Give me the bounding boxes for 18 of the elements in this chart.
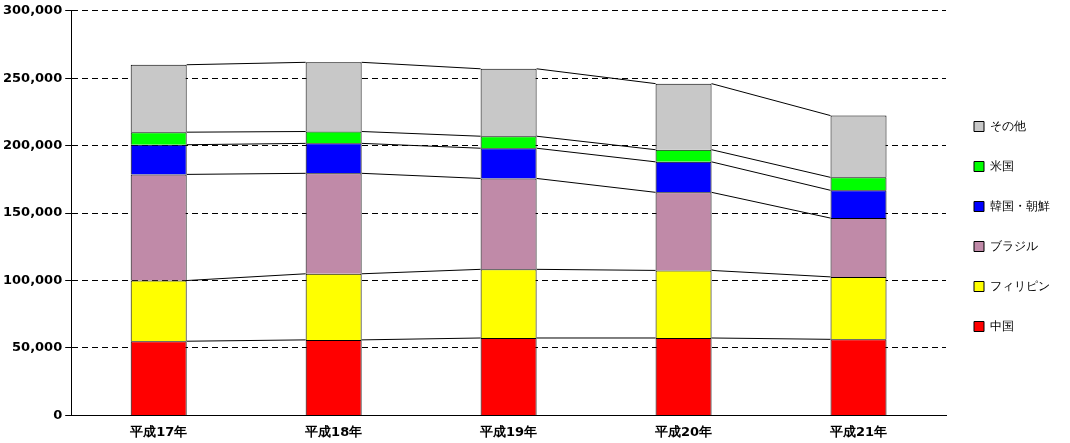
x-tick-label: 平成17年 xyxy=(129,423,188,439)
y-tick-label: 50,000 xyxy=(12,339,63,355)
y-tick-label: 250,000 xyxy=(2,69,63,85)
legend-label: 韓国・朝鮮 xyxy=(990,198,1050,213)
x-tick-label: 平成20年 xyxy=(654,423,713,439)
legend-label: フィリピン xyxy=(990,278,1050,293)
x-tick-label: 平成21年 xyxy=(828,423,888,439)
legend-label: ブラジル xyxy=(990,238,1038,253)
y-tick-label: 100,000 xyxy=(2,271,63,287)
legend-label: その他 xyxy=(990,118,1026,133)
x-tick-label: 平成19年 xyxy=(479,423,538,439)
y-tick-label: 200,000 xyxy=(2,137,63,153)
y-tick-label: 0 xyxy=(53,406,63,422)
x-tick-label: 平成18年 xyxy=(304,423,363,439)
legend-label: 中国 xyxy=(990,318,1014,333)
legend-label: 米国 xyxy=(990,158,1014,173)
y-tick-label: 150,000 xyxy=(2,204,63,220)
y-tick-label: 300,000 xyxy=(2,2,63,18)
